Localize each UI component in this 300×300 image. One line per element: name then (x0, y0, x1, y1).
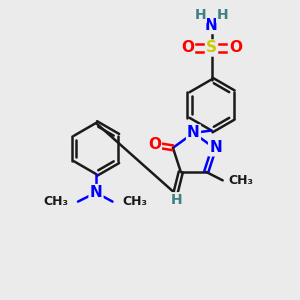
Text: H: H (217, 8, 229, 22)
Text: N: N (90, 185, 102, 200)
Text: N: N (205, 18, 218, 33)
Text: N: N (209, 140, 222, 155)
Text: O: O (181, 40, 194, 56)
Text: CH₃: CH₃ (122, 195, 147, 208)
Text: CH₃: CH₃ (228, 174, 253, 187)
Text: N: N (187, 125, 200, 140)
Text: O: O (229, 40, 242, 56)
Text: CH₃: CH₃ (44, 195, 68, 208)
Text: H: H (194, 8, 206, 22)
Text: O: O (148, 137, 161, 152)
Text: S: S (206, 40, 217, 56)
Text: H: H (171, 193, 183, 207)
